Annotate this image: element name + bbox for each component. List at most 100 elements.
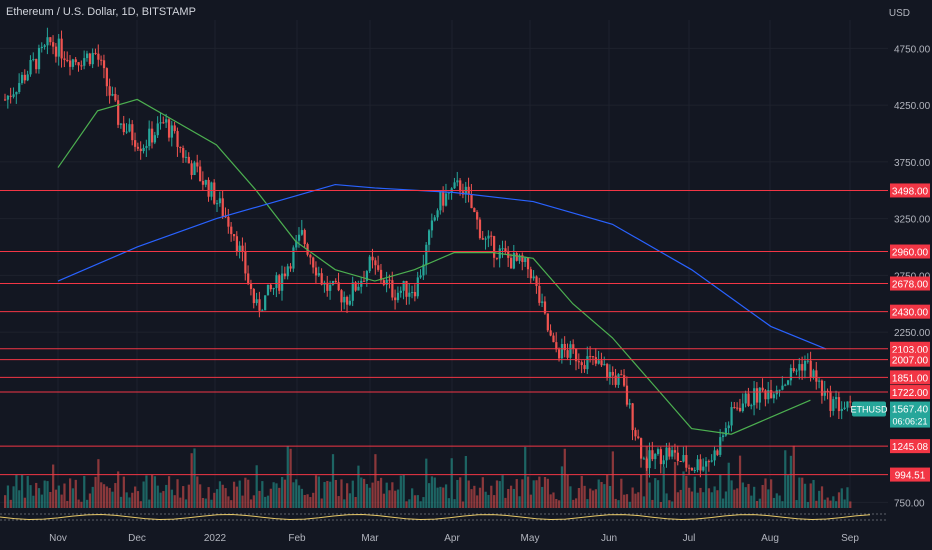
oscillator-line: [0, 514, 871, 520]
candle-body: [159, 122, 162, 124]
x-tick-label: Jun: [601, 533, 617, 544]
volume-bar: [560, 466, 564, 508]
x-tick-label: Feb: [288, 533, 306, 544]
candle-body: [77, 62, 80, 66]
volume-bar: [218, 481, 222, 508]
candle-body: [425, 244, 428, 265]
volume-bar: [577, 488, 581, 508]
candle-body: [379, 269, 383, 281]
volume-bar: [207, 487, 210, 508]
volume-bar: [419, 501, 422, 508]
volume-bar: [812, 479, 815, 508]
candle-body: [764, 390, 767, 400]
volume-bar: [391, 482, 394, 508]
volume-bar: [617, 500, 620, 508]
volume-bar: [786, 475, 790, 508]
volume-bar: [402, 474, 405, 508]
candle-body: [297, 234, 301, 241]
volume-bar: [357, 465, 360, 508]
candle-body: [786, 380, 790, 385]
price-level-label: 1722.00: [892, 388, 929, 399]
price-level-tag: [890, 352, 930, 367]
candle-body: [156, 123, 159, 136]
x-tick-label: Apr: [444, 533, 460, 544]
volume-bar: [331, 454, 335, 508]
candle-body: [385, 279, 388, 285]
candle-body: [620, 374, 623, 376]
volume-bar: [85, 499, 89, 508]
volume-bar: [569, 486, 572, 508]
candle-body: [348, 300, 352, 305]
candle-body: [812, 370, 815, 378]
volume-bar: [66, 500, 69, 508]
volume-bar: [54, 489, 58, 508]
volume-bar: [281, 476, 284, 508]
volume-bar: [671, 501, 674, 508]
candle-body: [71, 59, 75, 67]
volume-bar: [555, 498, 558, 508]
candle-body: [444, 193, 448, 206]
candle-body: [258, 299, 261, 311]
candle-body: [430, 220, 434, 231]
volume-bar: [665, 493, 668, 508]
volume-bar: [314, 475, 318, 508]
volume-bar: [193, 448, 196, 508]
volume-bar: [317, 476, 320, 508]
volume-bar: [493, 495, 496, 508]
candle-body: [761, 387, 764, 391]
volume-bar: [232, 481, 236, 508]
volume-bar: [35, 482, 38, 508]
candle-body: [57, 38, 60, 57]
candle-body: [43, 45, 46, 47]
candle-body: [411, 292, 414, 294]
candle-body: [88, 53, 92, 65]
volume-bar: [63, 483, 66, 508]
volume-bar: [224, 488, 227, 508]
candle-body: [331, 280, 335, 285]
volume-bar: [303, 494, 306, 508]
candle-body: [840, 409, 843, 412]
candle-body: [583, 365, 586, 370]
candle-body: [741, 403, 744, 412]
volume-bar: [849, 501, 852, 508]
volume-bar: [405, 501, 408, 508]
candle-body: [617, 374, 620, 385]
candle-body: [4, 99, 7, 101]
candle-body: [162, 122, 165, 124]
candle-body: [600, 360, 603, 366]
candle-body: [182, 148, 185, 158]
volume-bar: [820, 486, 824, 508]
volume-bar: [312, 492, 315, 508]
volume-bar: [292, 482, 295, 508]
candle-body: [532, 276, 535, 279]
candle-body: [730, 407, 733, 426]
candle-body: [354, 282, 357, 291]
volume-bar: [184, 499, 188, 508]
chart-title: Ethereum / U.S. Dollar, 1D, BITSTAMP: [6, 6, 196, 18]
volume-bar: [501, 475, 504, 508]
volume-bar: [586, 499, 589, 508]
candle-body: [128, 124, 131, 132]
volume-bar: [603, 484, 606, 508]
candle-body: [428, 230, 431, 245]
candle-body: [597, 360, 600, 364]
volume-bar: [634, 493, 637, 508]
x-tick-label: Mar: [361, 533, 379, 544]
volume-bar: [252, 495, 255, 508]
candle-body: [9, 95, 12, 97]
candle-body: [631, 403, 634, 431]
volume-bar: [428, 483, 431, 508]
volume-bar: [543, 476, 547, 508]
volume-bar: [637, 492, 640, 508]
volume-bar: [761, 484, 764, 508]
volume-bar: [289, 448, 292, 508]
volume-bar: [221, 484, 224, 508]
candle-body: [145, 146, 148, 148]
candle-body: [300, 230, 304, 235]
candle-body: [453, 182, 456, 189]
volume-bar: [473, 485, 476, 508]
candle-body: [15, 92, 18, 95]
volume-bar: [94, 476, 97, 508]
volume-bar: [509, 485, 513, 508]
